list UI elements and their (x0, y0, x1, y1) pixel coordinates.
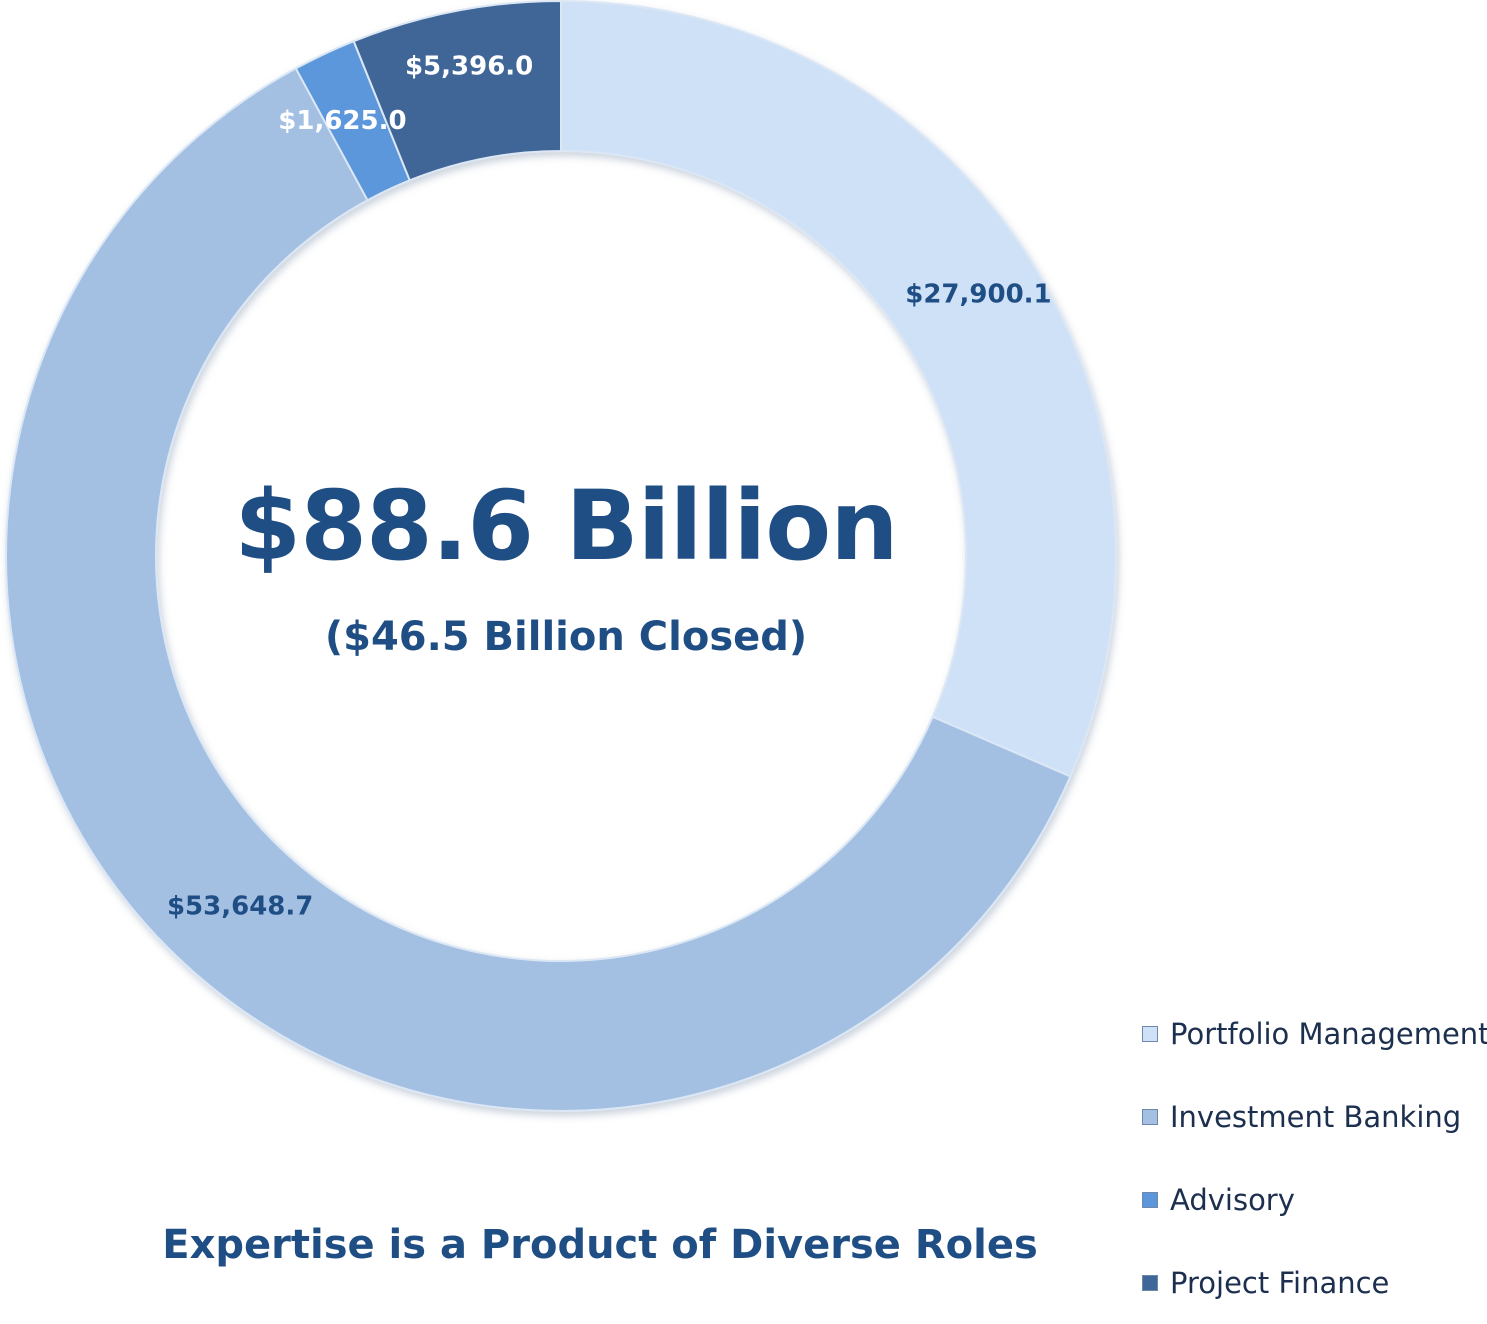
center-total-value: $88.6 Billion (234, 470, 898, 582)
legend-item-project-finance: Project Finance (1142, 1241, 1487, 1324)
data-labels: $27,900.1 $53,648.7 $1,625.0 $5,396.0 (167, 51, 1052, 921)
data-label-investment-banking: $53,648.7 (167, 891, 313, 921)
donut-slice-portfolio-management (560, 0, 1117, 778)
data-label-portfolio-management: $27,900.1 (905, 279, 1051, 309)
data-label-advisory: $1,625.0 (278, 106, 406, 136)
donut-slice-project-finance (352, 0, 562, 182)
donut-slices (5, 0, 1117, 1113)
legend-item-portfolio-management: Portfolio Management (1142, 992, 1487, 1075)
data-label-project-finance: $5,396.0 (405, 51, 533, 81)
center-closed-value: ($46.5 Billion Closed) (324, 614, 808, 660)
legend-item-investment-banking: Investment Banking (1142, 1075, 1487, 1158)
chart-legend: Portfolio Management Investment Banking … (1142, 992, 1487, 1324)
chart-title: Expertise is a Product of Diverse Roles (162, 1222, 1038, 1268)
donut-chart: $27,900.1 $53,648.7 $1,625.0 $5,396.0 (5, 0, 1117, 1113)
legend-label: Portfolio Management (1170, 1016, 1487, 1051)
legend-label: Investment Banking (1170, 1099, 1462, 1134)
legend-label: Advisory (1170, 1182, 1295, 1217)
legend-item-advisory: Advisory (1142, 1158, 1487, 1241)
legend-swatch-icon (1142, 1025, 1158, 1042)
legend-swatch-icon (1142, 1274, 1158, 1291)
legend-swatch-icon (1142, 1108, 1158, 1125)
donut-slice-investment-banking (5, 67, 1072, 1113)
legend-swatch-icon (1142, 1191, 1158, 1208)
legend-label: Project Finance (1170, 1265, 1390, 1300)
